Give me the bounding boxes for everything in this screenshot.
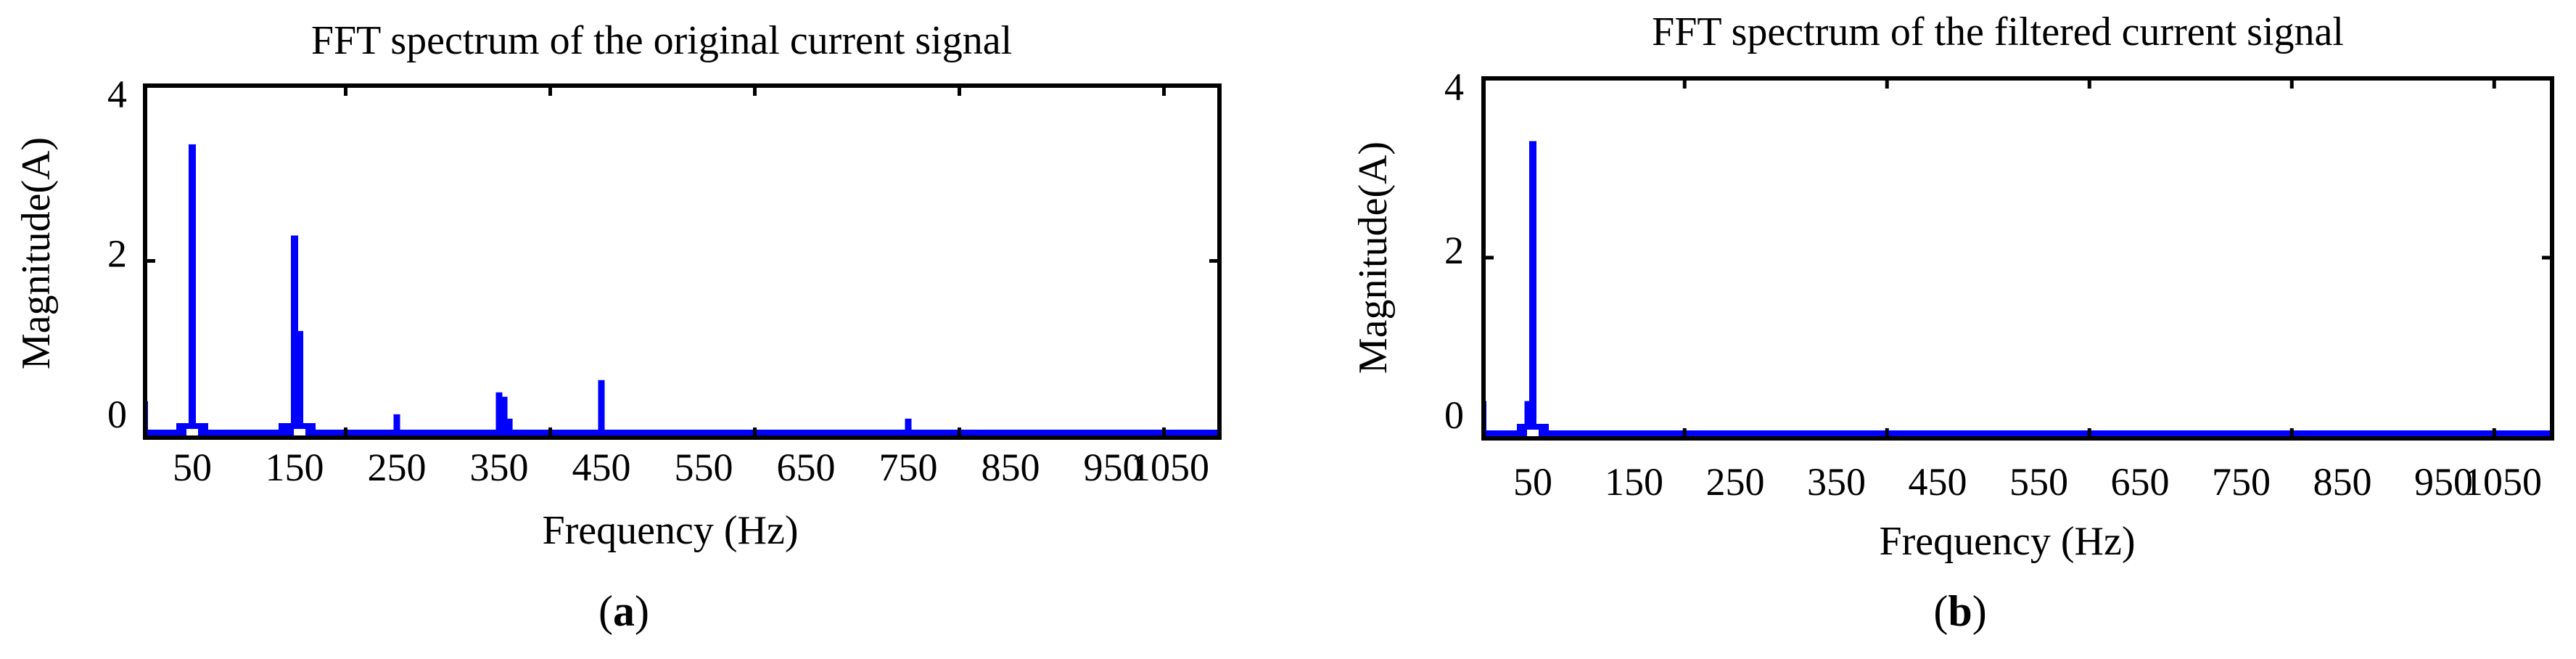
y-tick-label: 0 xyxy=(1444,393,1464,437)
y-tick-label: 2 xyxy=(107,232,127,276)
spectrum-baseline xyxy=(1484,430,2552,437)
x-tick-label: 150 xyxy=(266,446,324,489)
chart-b-y-axis-label: Magnitude(A) xyxy=(1351,142,1396,374)
panel-label-a-letter: a xyxy=(613,587,635,635)
x-tick-label: 450 xyxy=(1909,460,1967,504)
chart-b-x-axis-label: Frequency (Hz) xyxy=(1880,519,2136,564)
x-tick-label: 950 xyxy=(1084,446,1143,489)
x-tick-label: 1050 xyxy=(2464,460,2542,504)
x-tick-label: 350 xyxy=(1807,460,1866,504)
x-tick-label: 250 xyxy=(1706,460,1765,504)
spectrum-peak-notch xyxy=(294,429,306,436)
y-tick-label: 4 xyxy=(107,73,127,116)
x-tick-label: 650 xyxy=(777,446,836,489)
x-tick-label: 250 xyxy=(368,446,427,489)
x-tick-label: 50 xyxy=(1513,460,1552,504)
spectrum-peak xyxy=(905,418,912,436)
chart-b-plot-area xyxy=(1481,76,2554,441)
x-tick-label: 950 xyxy=(2414,460,2473,504)
x-tick-label: 1050 xyxy=(1131,446,1209,489)
spectrum-peak xyxy=(189,144,196,436)
chart-b: FFT spectrum of the filtered current sig… xyxy=(1351,9,2554,635)
x-tick-label: 850 xyxy=(2313,460,2372,504)
chart-a-y-axis-label: Magnitude(A) xyxy=(14,137,59,369)
axes-frame xyxy=(143,83,1222,440)
spectrum-baseline xyxy=(145,430,1219,436)
panel-label-a: (a) xyxy=(598,587,649,635)
chart-a-x-axis-label: Frequency (Hz) xyxy=(543,508,799,553)
spectrum-peak xyxy=(1529,141,1536,437)
x-tick-label: 550 xyxy=(675,446,733,489)
spectrum-peak xyxy=(1524,401,1531,437)
spectrum-peak xyxy=(501,396,508,436)
spectrum-peak xyxy=(296,331,304,436)
axes-frame xyxy=(1481,76,2554,441)
spectrum-peak xyxy=(495,392,503,436)
x-tick-label: 750 xyxy=(2212,460,2271,504)
spectrum-peak xyxy=(393,414,400,436)
spectrum-peak xyxy=(291,235,298,436)
spectrum-peak xyxy=(506,418,513,436)
spectrum-peak xyxy=(802,433,810,436)
x-tick-label: 350 xyxy=(470,446,529,489)
y-tick-label: 2 xyxy=(1444,229,1464,272)
spectrum-peak-notch xyxy=(1527,430,1539,437)
x-tick-label: 450 xyxy=(572,446,631,489)
chart-a-plot-area xyxy=(143,83,1222,440)
y-tick-label: 0 xyxy=(107,393,127,436)
chart-a: FFT spectrum of the original current sig… xyxy=(14,18,1222,635)
chart-b-title: FFT spectrum of the filtered current sig… xyxy=(1652,9,2344,54)
chart-b-y-tick-labels: 0 2 4 xyxy=(1444,65,1464,437)
x-tick-label: 650 xyxy=(2111,460,2170,504)
x-tick-label: 50 xyxy=(173,446,212,489)
x-tick-label: 550 xyxy=(2009,460,2068,504)
panel-label-b: (b) xyxy=(1933,587,1986,635)
y-tick-label: 4 xyxy=(1444,65,1464,109)
spectrum-peak xyxy=(598,380,605,436)
panel-label-b-letter: b xyxy=(1948,587,1972,635)
chart-a-y-tick-labels: 0 2 4 xyxy=(107,73,127,436)
chart-a-title: FFT spectrum of the original current sig… xyxy=(311,18,1012,63)
spectrum-peak xyxy=(700,431,707,436)
spectrum-peak-notch xyxy=(186,429,198,436)
x-tick-label: 750 xyxy=(879,446,938,489)
x-tick-label: 150 xyxy=(1605,460,1663,504)
x-tick-label: 850 xyxy=(982,446,1040,489)
